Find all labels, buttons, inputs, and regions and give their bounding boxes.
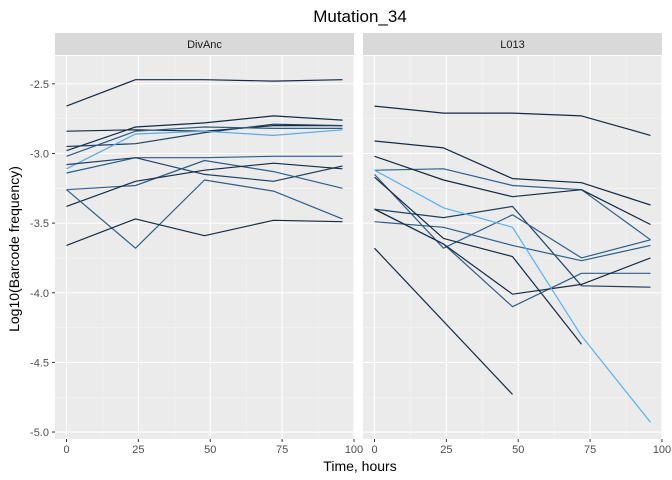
x-tick-label: 50 xyxy=(512,444,524,456)
x-axis-title: Time, hours xyxy=(323,458,396,474)
series-line-11 xyxy=(374,169,651,423)
series-lines xyxy=(66,79,343,249)
x-tick-label: 25 xyxy=(132,444,144,456)
series-line-5 xyxy=(374,205,651,288)
x-tick-label: 100 xyxy=(345,444,363,456)
gridlines xyxy=(55,56,355,439)
series-line-8 xyxy=(374,176,582,345)
panel-l013: L013 0 25 50 75 100 xyxy=(363,33,671,456)
series-line-11 xyxy=(66,179,343,249)
x-axis-l013: 0 25 50 75 100 xyxy=(371,439,671,456)
series-line-6 xyxy=(66,129,343,170)
panel-background xyxy=(55,56,354,439)
chart-panels: DivAnc 0 25 50 75 100 L013 0 25 50 75 100 xyxy=(55,33,671,456)
series-line-8 xyxy=(66,157,343,182)
facet-strip-label: L013 xyxy=(500,39,524,51)
series-line-2 xyxy=(374,140,651,206)
series-line-12 xyxy=(66,218,343,246)
series-line-10 xyxy=(374,208,651,295)
x-axis-divanc: 0 25 50 75 100 xyxy=(63,439,363,456)
y-tick-label: -4.0 xyxy=(30,288,49,300)
x-tick-label: 0 xyxy=(63,444,69,456)
series-line-7 xyxy=(66,155,343,174)
series-line-4 xyxy=(66,123,343,148)
x-tick-label: 75 xyxy=(276,444,288,456)
y-tick-label: -4.5 xyxy=(30,357,49,369)
series-line-3 xyxy=(374,168,651,241)
series-line-3 xyxy=(66,115,343,152)
facet-strip xyxy=(363,33,662,55)
series-lines xyxy=(374,105,651,423)
x-tick-label: 75 xyxy=(584,444,596,456)
series-line-10 xyxy=(66,162,343,207)
x-tick-label: 50 xyxy=(204,444,216,456)
gridlines xyxy=(363,56,663,439)
y-tick-label: -5.0 xyxy=(30,427,49,439)
series-line-4 xyxy=(374,155,651,226)
panel-divanc: DivAnc 0 25 50 75 100 xyxy=(55,33,363,456)
x-tick-label: 0 xyxy=(371,444,377,456)
y-axis-title: Log10(Barcode frequency) xyxy=(6,166,22,332)
series-line-9 xyxy=(66,159,343,191)
y-tick-label: -3.0 xyxy=(30,148,49,160)
series-line-6 xyxy=(374,221,651,262)
series-line-1 xyxy=(66,79,343,107)
x-tick-label: 25 xyxy=(440,444,452,456)
chart-title: Mutation_34 xyxy=(313,7,407,26)
series-line-12 xyxy=(374,247,513,395)
y-tick-label: -3.5 xyxy=(30,218,49,230)
series-line-7 xyxy=(374,173,651,259)
facet-strip-label: DivAnc xyxy=(187,39,222,51)
x-tick-label: 100 xyxy=(653,444,671,456)
series-line-5 xyxy=(66,126,343,157)
y-tick-label: -2.5 xyxy=(30,79,49,91)
y-axis: -2.5 -3.0 -3.5 -4.0 -4.5 -5.0 xyxy=(30,79,55,439)
series-line-1 xyxy=(374,105,651,136)
facet-strip xyxy=(55,33,354,55)
